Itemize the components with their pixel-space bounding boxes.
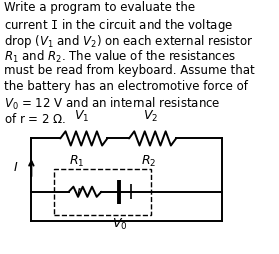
Text: current $\mathtt{I}$ in the circuit and the voltage: current $\mathtt{I}$ in the circuit and … <box>4 17 233 34</box>
Text: Write a program to evaluate the: Write a program to evaluate the <box>4 1 195 14</box>
Text: $I$: $I$ <box>13 161 18 174</box>
Text: $V_2$: $V_2$ <box>143 109 158 124</box>
Text: r: r <box>77 185 82 198</box>
Text: of r = 2 $\Omega$.: of r = 2 $\Omega$. <box>4 112 66 125</box>
Text: drop ($V_1$ and $V_2$) on each external resistor: drop ($V_1$ and $V_2$) on each external … <box>4 33 253 50</box>
Bar <box>54 169 151 215</box>
Text: $V_0$: $V_0$ <box>112 217 127 232</box>
Text: $V_0$ = 12 V and an internal resistance: $V_0$ = 12 V and an internal resistance <box>4 96 220 112</box>
Text: $R_2$: $R_2$ <box>141 154 156 169</box>
Text: $V_1$: $V_1$ <box>74 109 90 124</box>
Text: must be read from keyboard. Assume that: must be read from keyboard. Assume that <box>4 64 254 77</box>
Text: $R_1$ and $R_2$. The value of the resistances: $R_1$ and $R_2$. The value of the resist… <box>4 49 236 65</box>
Text: the battery has an electromotive force of: the battery has an electromotive force o… <box>4 80 247 93</box>
Text: $R_1$: $R_1$ <box>69 154 85 169</box>
